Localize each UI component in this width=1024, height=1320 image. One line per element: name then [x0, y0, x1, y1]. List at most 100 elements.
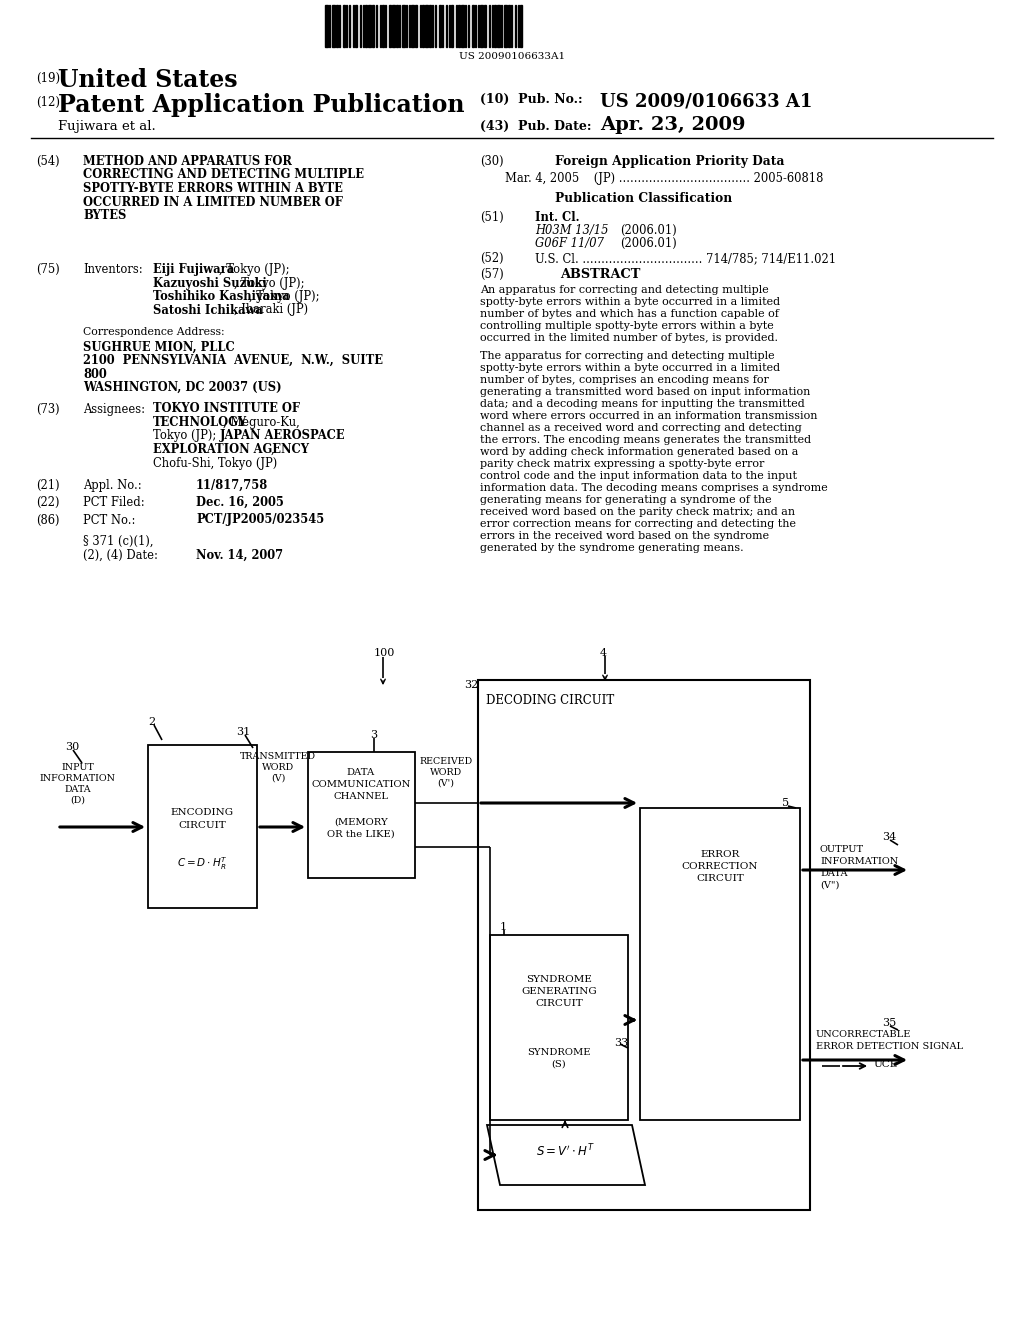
Text: DATA: DATA: [820, 869, 848, 878]
Text: Satoshi Ichikawa: Satoshi Ichikawa: [153, 304, 263, 317]
Text: SPOTTY-BYTE ERRORS WITHIN A BYTE: SPOTTY-BYTE ERRORS WITHIN A BYTE: [83, 182, 343, 195]
Text: (43)  Pub. Date:: (43) Pub. Date:: [480, 120, 592, 133]
Text: Publication Classification: Publication Classification: [555, 191, 732, 205]
Text: OUTPUT: OUTPUT: [820, 845, 864, 854]
Bar: [504, 5, 507, 48]
Text: § 371 (c)(1),: § 371 (c)(1),: [83, 535, 154, 548]
Text: (2), (4) Date:: (2), (4) Date:: [83, 549, 158, 561]
Text: 35: 35: [882, 1018, 896, 1028]
Text: generated by the syndrome generating means.: generated by the syndrome generating mea…: [480, 543, 743, 553]
Text: US 20090106633A1: US 20090106633A1: [459, 51, 565, 61]
Text: Foreign Application Priority Data: Foreign Application Priority Data: [555, 154, 784, 168]
Bar: [425, 5, 428, 48]
Bar: [396, 5, 398, 48]
Text: CORRECTING AND DETECTING MULTIPLE: CORRECTING AND DETECTING MULTIPLE: [83, 169, 364, 181]
Text: H03M 13/15: H03M 13/15: [535, 224, 608, 238]
Text: OCCURRED IN A LIMITED NUMBER OF: OCCURRED IN A LIMITED NUMBER OF: [83, 195, 343, 209]
Bar: [439, 5, 441, 48]
Text: 31: 31: [236, 727, 250, 737]
Text: , Tokyo (JP);: , Tokyo (JP);: [219, 263, 289, 276]
Text: (52): (52): [480, 252, 504, 265]
Bar: [508, 5, 510, 48]
Text: generating a transmitted word based on input information: generating a transmitted word based on i…: [480, 387, 810, 397]
Text: number of bytes and which has a function capable of: number of bytes and which has a function…: [480, 309, 779, 319]
Text: PCT No.:: PCT No.:: [83, 513, 135, 527]
Text: OR the LIKE): OR the LIKE): [327, 830, 395, 840]
Text: TECHNOLOGY: TECHNOLOGY: [153, 416, 247, 429]
Bar: [494, 5, 496, 48]
Text: errors in the received word based on the syndrome: errors in the received word based on the…: [480, 531, 769, 541]
Bar: [480, 5, 483, 48]
Text: (10)  Pub. No.:: (10) Pub. No.:: [480, 92, 583, 106]
Bar: [429, 5, 431, 48]
Text: (86): (86): [36, 513, 59, 527]
Text: Inventors:: Inventors:: [83, 263, 142, 276]
Text: received word based on the parity check matrix; and an: received word based on the parity check …: [480, 507, 795, 517]
Text: PCT Filed:: PCT Filed:: [83, 496, 144, 510]
Text: controlling multiple spotty-byte errors within a byte: controlling multiple spotty-byte errors …: [480, 321, 774, 331]
Text: (V'): (V'): [437, 779, 455, 788]
Text: (51): (51): [480, 211, 504, 224]
Text: (MEMORY: (MEMORY: [334, 818, 388, 828]
Text: 3: 3: [370, 730, 377, 741]
Text: 1: 1: [500, 921, 507, 932]
Bar: [372, 5, 374, 48]
Text: (30): (30): [480, 154, 504, 168]
Text: (19): (19): [36, 73, 60, 84]
Text: ERROR DETECTION SIGNAL: ERROR DETECTION SIGNAL: [816, 1041, 964, 1051]
Text: , Ibaraki (JP): , Ibaraki (JP): [233, 304, 308, 317]
Bar: [415, 5, 417, 48]
Bar: [325, 5, 328, 48]
Text: parity check matrix expressing a spotty-byte error: parity check matrix expressing a spotty-…: [480, 459, 764, 469]
Text: DATA: DATA: [65, 785, 91, 795]
Text: 5: 5: [782, 799, 790, 808]
Text: ERROR: ERROR: [700, 850, 739, 859]
Text: Chofu-Shi, Tokyo (JP): Chofu-Shi, Tokyo (JP): [153, 457, 278, 470]
Text: INPUT: INPUT: [61, 763, 94, 772]
Text: spotty-byte errors within a byte occurred in a limited: spotty-byte errors within a byte occurre…: [480, 363, 780, 374]
Text: (2006.01): (2006.01): [620, 224, 677, 238]
Bar: [368, 5, 371, 48]
Text: PCT/JP2005/023545: PCT/JP2005/023545: [196, 513, 325, 527]
Text: the errors. The encoding means generates the transmitted: the errors. The encoding means generates…: [480, 436, 811, 445]
Bar: [640, 808, 800, 1119]
Text: TRANSMITTED: TRANSMITTED: [240, 752, 316, 762]
Text: , Tokyo (JP);: , Tokyo (JP);: [233, 276, 304, 289]
Bar: [520, 5, 522, 48]
Text: control code and the input information data to the input: control code and the input information d…: [480, 471, 797, 480]
Bar: [451, 5, 453, 48]
Bar: [308, 752, 415, 878]
Text: Dec. 16, 2005: Dec. 16, 2005: [196, 496, 284, 510]
Text: , Tokyo (JP);: , Tokyo (JP);: [249, 290, 319, 304]
Text: UCE: UCE: [873, 1060, 897, 1069]
Bar: [422, 5, 424, 48]
Bar: [490, 935, 628, 1119]
Text: BYTES: BYTES: [83, 209, 126, 222]
Bar: [497, 5, 500, 48]
Text: 30: 30: [65, 742, 79, 752]
Text: UNCORRECTABLE: UNCORRECTABLE: [816, 1030, 911, 1039]
Text: US 2009/0106633 A1: US 2009/0106633 A1: [600, 92, 812, 111]
Text: (2006.01): (2006.01): [620, 238, 677, 249]
Bar: [365, 5, 367, 48]
Text: 32: 32: [464, 680, 478, 690]
Text: METHOD AND APPARATUS FOR: METHOD AND APPARATUS FOR: [83, 154, 292, 168]
Text: (22): (22): [36, 496, 59, 510]
Text: ,: ,: [271, 444, 274, 455]
Text: U.S. Cl. ................................ 714/785; 714/E11.021: U.S. Cl. ...............................…: [535, 252, 837, 265]
Text: 4: 4: [600, 648, 607, 657]
Text: data; and a decoding means for inputting the transmitted: data; and a decoding means for inputting…: [480, 399, 805, 409]
Text: spotty-byte errors within a byte occurred in a limited: spotty-byte errors within a byte occurre…: [480, 297, 780, 308]
Text: 800: 800: [83, 367, 106, 380]
Text: (V): (V): [270, 774, 286, 783]
Text: WORD: WORD: [430, 768, 462, 777]
Text: $S = V' \cdot H^T$: $S = V' \cdot H^T$: [536, 1143, 595, 1159]
Text: WORD: WORD: [262, 763, 294, 772]
Text: CIRCUIT: CIRCUIT: [178, 821, 226, 830]
Text: Patent Application Publication: Patent Application Publication: [58, 92, 465, 117]
Text: G06F 11/07: G06F 11/07: [535, 238, 604, 249]
Text: Apr. 23, 2009: Apr. 23, 2009: [600, 116, 745, 135]
Text: RECEIVED: RECEIVED: [420, 756, 472, 766]
Text: (57): (57): [480, 268, 504, 281]
Text: CHANNEL: CHANNEL: [334, 792, 388, 801]
